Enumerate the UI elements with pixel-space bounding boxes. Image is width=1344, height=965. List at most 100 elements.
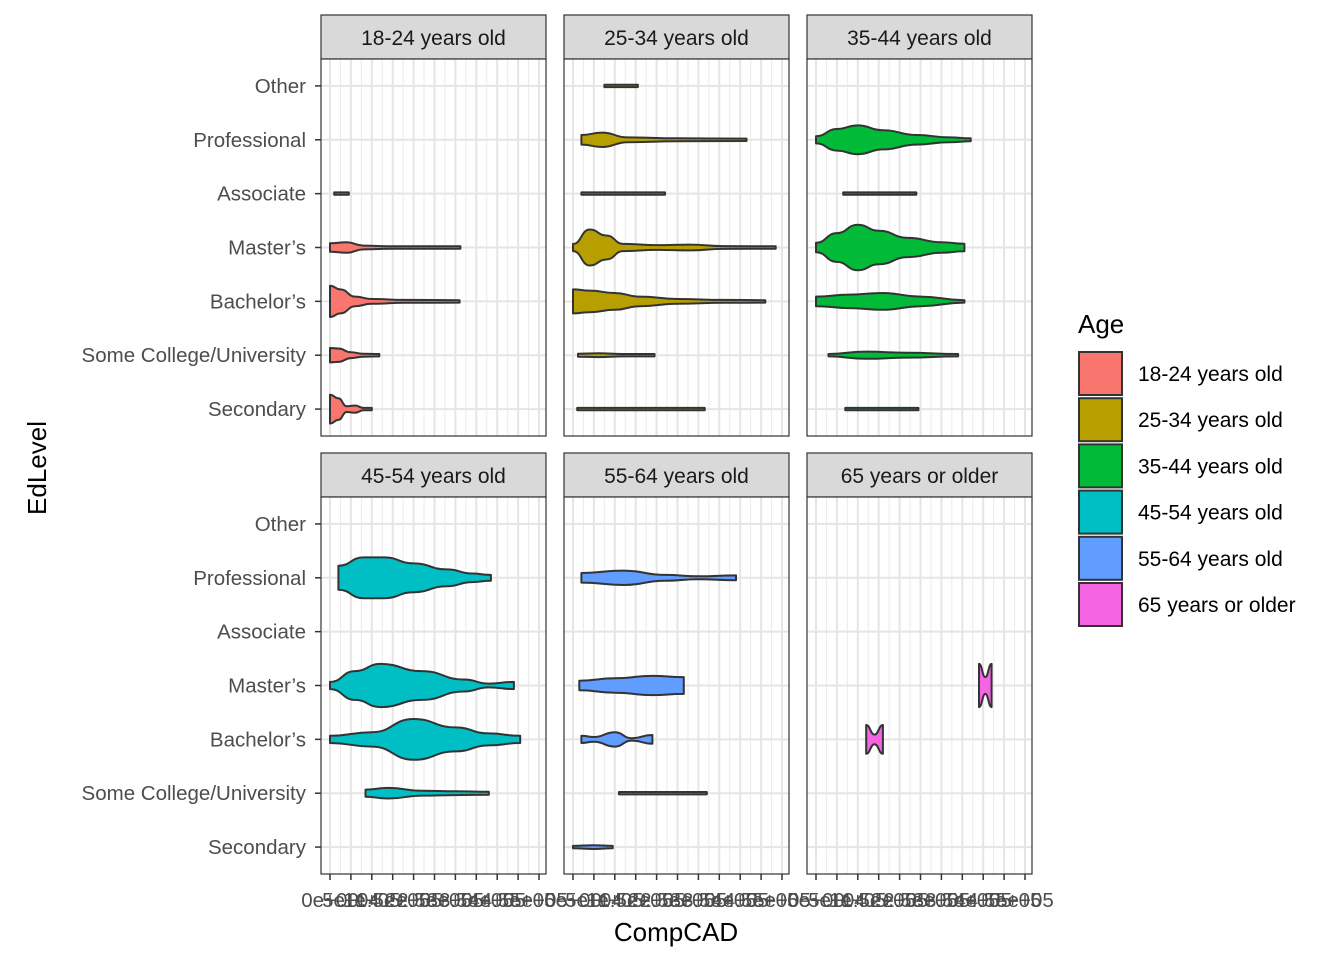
x-tick-label: 2.5e+05 [397, 889, 472, 912]
y-tick-label: Secondary [208, 836, 307, 859]
y-tick-label: Some College/University [82, 782, 307, 805]
x-tick-label: 3.5e+05 [682, 889, 757, 912]
x-tick-label: 5e+04 [322, 889, 380, 912]
legend-key-18-24-years-old [1078, 351, 1123, 396]
legend-key-35-44-years-old [1078, 443, 1123, 489]
x-tick-label: 4e+05 [711, 889, 769, 912]
violin-55-64-years-old-professional [580, 569, 737, 586]
y-tick-label: Associate [217, 621, 306, 644]
x-tick-label: 2.5e+05 [883, 889, 958, 912]
panel-45-54-years-old: 45-54 years old Secondary Some College/Uni… [82, 452, 568, 912]
panel-strip [563, 452, 790, 498]
x-tick-label: 0e+00 [301, 889, 359, 912]
legend-key-45-54-years-old [1078, 489, 1123, 535]
panel-border [563, 496, 790, 875]
x-tick-label: 1.5e+05 [598, 889, 673, 912]
x-tick-label: 5e+05 [996, 889, 1054, 912]
panel-border [806, 58, 1033, 437]
panel-strip [806, 14, 1033, 60]
x-tick-label: 2.5e+05 [640, 889, 715, 912]
panel-55-64-years-old: 55-64 years old 0e+005e+041e+051.5e+052e+… [544, 452, 811, 912]
violin-45-54-years-old-some-college-university [364, 786, 490, 800]
violin-25-34-years-old-master-s [572, 228, 777, 267]
panel-strip [320, 452, 547, 498]
x-tick-label: 0e+00 [544, 889, 602, 912]
violin-55-64-years-old-master-s [578, 674, 685, 697]
legend-label: 25-34 years old [1138, 409, 1283, 432]
y-tick-label: Some College/University [82, 344, 307, 367]
violin-25-34-years-old-other [603, 83, 639, 89]
legend-label: 55-64 years old [1138, 548, 1283, 571]
violin-45-54-years-old-master-s [329, 662, 515, 709]
x-tick-label: 5e+05 [510, 889, 568, 912]
legend-key-55-64-years-old [1078, 535, 1123, 581]
x-tick-label: 3e+05 [427, 889, 485, 912]
violin-25-34-years-old-bachelor-s [572, 288, 767, 315]
x-tick-label: 3e+05 [670, 889, 728, 912]
legend-key-25-34-years-old [1078, 397, 1123, 443]
violin-25-34-years-old-associate [580, 191, 666, 196]
x-tick-label: 2e+05 [628, 889, 686, 912]
y-tick-label: Other [255, 513, 306, 536]
x-tick-label: 1.5e+05 [355, 889, 430, 912]
legend: Age 18-24 years old 25-34 years old 35-44 y… [1078, 309, 1296, 627]
x-tick-label: 0e+00 [787, 889, 845, 912]
x-tick-label: 4e+05 [954, 889, 1012, 912]
violin-18-24-years-old-associate [333, 191, 350, 196]
x-tick-label: 5e+04 [808, 889, 866, 912]
x-tick-label: 1e+05 [829, 889, 887, 912]
x-tick-label: 4.5e+05 [967, 889, 1042, 912]
violin-55-64-years-old-secondary [572, 844, 614, 850]
legend-title: Age [1078, 309, 1124, 339]
x-tick-label: 5e+05 [753, 889, 811, 912]
panel-25-34-years-old: 25-34 years old [563, 14, 790, 437]
y-tick-label: Secondary [208, 398, 307, 421]
y-tick-label: Other [255, 75, 306, 98]
x-tick-label: 3.5e+05 [439, 889, 514, 912]
violin-18-24-years-old-master-s [329, 241, 462, 254]
violin-35-44-years-old-master-s [815, 223, 966, 272]
y-tick-label: Master’s [228, 675, 306, 698]
violin-18-24-years-old-bachelor-s [329, 284, 461, 318]
x-tick-label: 3.5e+05 [925, 889, 1000, 912]
x-tick-label: 4.5e+05 [481, 889, 556, 912]
violin-25-34-years-old-professional [580, 131, 748, 148]
panel-strip-label: 35-44 years old [847, 27, 992, 50]
y-tick-label: Bachelor’s [210, 728, 306, 751]
violin-35-44-years-old-associate [842, 191, 918, 196]
violin-35-44-years-old-secondary [844, 406, 920, 412]
violin-35-44-years-old-professional [815, 124, 972, 156]
violin-65-years-or-older-bachelor-s [865, 724, 884, 755]
y-tick-label: Associate [217, 183, 306, 206]
panel-border [563, 58, 790, 437]
y-tick-label: Bachelor’s [210, 290, 306, 313]
legend-label: 45-54 years old [1138, 502, 1283, 525]
violin-25-34-years-old-secondary [576, 406, 706, 412]
x-tick-label: 3e+05 [913, 889, 971, 912]
violin-45-54-years-old-bachelor-s [329, 718, 522, 761]
violin-25-34-years-old-some-college-university [577, 352, 656, 359]
panel-border [806, 496, 1033, 875]
violin-55-64-years-old-bachelor-s [580, 731, 654, 748]
violin-55-64-years-old-some-college-university [618, 790, 708, 796]
x-tick-label: 2e+05 [871, 889, 929, 912]
x-tick-label: 5e+04 [565, 889, 623, 912]
x-tick-label: 1e+05 [586, 889, 644, 912]
y-tick-label: Professional [193, 567, 306, 590]
panel-strip-label: 18-24 years old [361, 27, 506, 50]
y-tick-label: Master’s [228, 237, 306, 260]
panel-strip-label: 25-34 years old [604, 27, 749, 50]
legend-label: 35-44 years old [1138, 455, 1283, 478]
y-tick-label: Professional [193, 129, 306, 152]
x-axis-title: CompCAD [614, 917, 738, 947]
violin-18-24-years-old-secondary [329, 393, 373, 425]
y-axis-title: EdLevel [22, 421, 52, 515]
panel-strip-label: 65 years or older [841, 465, 999, 488]
panel-65-years-or-older: 65 years or older 0e+005e+041e+051.5e+052… [787, 452, 1054, 912]
legend-label: 18-24 years old [1138, 363, 1283, 386]
violin-65-years-or-older-master-s [978, 662, 993, 709]
violin-18-24-years-old-some-college-university [329, 347, 381, 364]
panel-18-24-years-old: 18-24 years old Secondary Some College/Uni… [82, 14, 547, 437]
